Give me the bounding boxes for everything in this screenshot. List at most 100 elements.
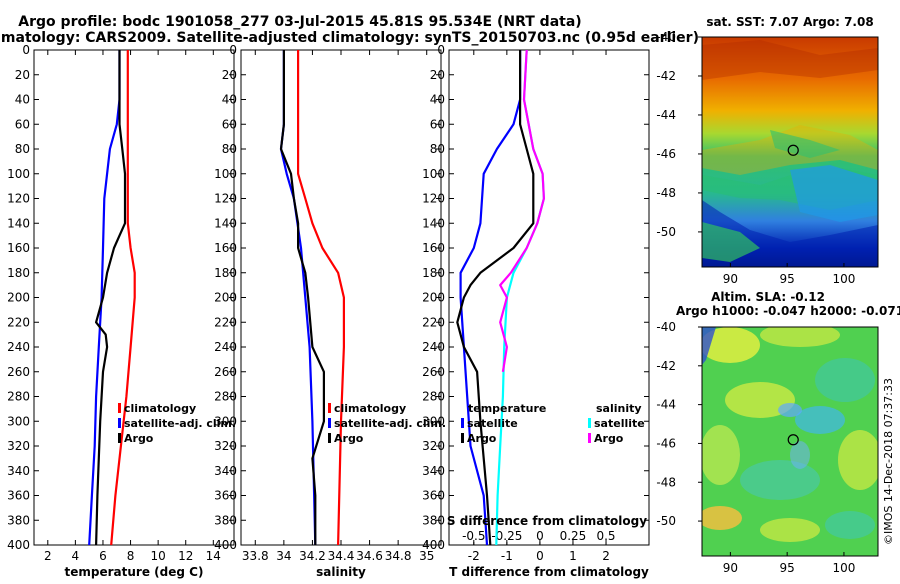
legend-swatch-temperature-satellite — [461, 418, 464, 428]
depth-tick-label: 240 — [214, 340, 237, 354]
salinity-depth-axis: 0 20 40 60 80 100 120 140 160 180 200 220 240 260 280 3… — [214, 43, 441, 552]
depth-tick-label: 340 — [7, 464, 30, 478]
depth-tick-label: 40 — [15, 93, 30, 107]
x-tick-label: 2 — [602, 549, 610, 563]
temperature-difference-axis-label: T difference from climatology — [449, 565, 649, 579]
temperature-panel: 0204060801001201401601802002202402602803… — [7, 43, 236, 579]
sst-argo-marker — [787, 144, 799, 156]
depth-tick-label: 20 — [222, 68, 237, 82]
lon-tick-label: 95 — [780, 561, 795, 575]
salinity-difference-axis: -0.5 -0.25 0 0.25 0.5 — [462, 529, 616, 545]
depth-tick-label: 400 — [422, 538, 445, 552]
depth-tick-label: 280 — [7, 390, 30, 404]
lon-tick-label: 100 — [832, 272, 855, 286]
sla-map-frame — [701, 326, 879, 557]
depth-tick-label: 200 — [214, 291, 237, 305]
x-tick-label: 6 — [99, 549, 107, 563]
depth-tick-label: 280 — [214, 390, 237, 404]
legend-swatch-salinity-argo — [588, 433, 591, 443]
depth-tick-label: 260 — [214, 365, 237, 379]
lat-tick-label: -44 — [656, 398, 676, 412]
depth-tick-label: 360 — [214, 489, 237, 503]
lon-tick-label: 90 — [723, 272, 738, 286]
x-tick-label: 10 — [150, 549, 165, 563]
salinity-x-axis: 33.8 34 34.2 34.4 34.6 34.8 35 — [242, 50, 434, 563]
depth-tick-label: 380 — [422, 513, 445, 527]
depth-tick-label: 380 — [214, 513, 237, 527]
temperature-profiles — [88, 50, 136, 546]
legend-title-salinity: salinity — [596, 402, 642, 415]
lat-tick-label: -50 — [656, 225, 676, 239]
depth-tick-label: 160 — [422, 241, 445, 255]
imos-timestamp: ©IMOS 14-Dec-2018 07:37:33 — [882, 378, 895, 545]
s-tick-label: -0.25 — [491, 529, 522, 543]
depth-tick-label: 60 — [430, 117, 445, 131]
difference-panel: 0204060801001201401601802002202402602803… — [422, 43, 650, 579]
series-line-climatology — [110, 50, 136, 546]
legend-swatch-satellite — [328, 418, 331, 428]
salinity-plot-frame — [240, 49, 442, 546]
x-tick-label: 34 — [276, 549, 291, 563]
temperature-legend: climatology satellite-adj. clim. Argo — [118, 402, 236, 445]
legend-title-temperature: temperature — [468, 402, 546, 415]
sst-map-lat-axis: -40 -42 -44 -46 -48 -50 — [656, 30, 702, 239]
legend-label-climatology: climatology — [334, 402, 406, 415]
difference-x-axis: -2 -1 0 1 2 — [468, 50, 610, 563]
depth-tick-label: 20 — [430, 68, 445, 82]
x-tick-label: 0 — [536, 549, 544, 563]
depth-tick-label: 220 — [422, 315, 445, 329]
depth-tick-label: 300 — [214, 414, 237, 428]
depth-tick-label: 140 — [7, 216, 30, 230]
title-line-2: Climatology: CARS2009. Satellite-adjuste… — [0, 30, 699, 46]
depth-tick-label: 180 — [214, 266, 237, 280]
depth-tick-label: 120 — [422, 192, 445, 206]
sla-map-panel: Altim. SLA: -0.12 Argo h1000: -0.047 h20… — [656, 290, 900, 575]
depth-tick-label: 160 — [214, 241, 237, 255]
difference-depth-axis: 0 20 40 60 80 100 120 140 160 180 200 220 240 260 280 3… — [422, 43, 649, 552]
title-line-1: Argo profile: bodc 1901058_277 03-Jul-20… — [18, 14, 581, 30]
depth-tick-label: 0 — [229, 43, 237, 57]
difference-legend: temperature satellite Argo salinity sate… — [461, 402, 645, 445]
lat-tick-label: -46 — [656, 436, 676, 450]
depth-tick-label: 340 — [214, 464, 237, 478]
lat-tick-label: -40 — [656, 30, 676, 44]
x-tick-label: 34.4 — [328, 549, 355, 563]
x-tick-label: 34.8 — [385, 549, 412, 563]
legend-swatch-argo — [118, 433, 121, 443]
lat-tick-label: -40 — [656, 320, 676, 334]
x-tick-label: 33.8 — [242, 549, 269, 563]
depth-tick-label: 140 — [214, 216, 237, 230]
temperature-axis-label: temperature (deg C) — [65, 565, 204, 579]
lat-tick-label: -46 — [656, 147, 676, 161]
depth-tick-label: 0 — [437, 43, 445, 57]
x-tick-label: -1 — [501, 549, 513, 563]
depth-tick-label: 200 — [422, 291, 445, 305]
series-line-argo — [279, 50, 325, 545]
depth-tick-label: 40 — [222, 93, 237, 107]
s-tick-label: 0.25 — [560, 529, 587, 543]
sla-argo-marker — [787, 434, 799, 446]
lon-tick-label: 95 — [780, 272, 795, 286]
sst-map-frame — [701, 36, 879, 268]
depth-tick-label: 320 — [214, 439, 237, 453]
legend-swatch-climatology — [328, 403, 331, 413]
depth-tick-label: 200 — [7, 291, 30, 305]
depth-tick-label: 220 — [7, 315, 30, 329]
legend-label-climatology: climatology — [124, 402, 196, 415]
depth-tick-label: 380 — [7, 513, 30, 527]
series-line-salinity-argo — [499, 49, 546, 372]
x-tick-label: 14 — [206, 549, 221, 563]
x-tick-label: 34.6 — [356, 549, 383, 563]
difference-plot-frame — [448, 49, 650, 546]
depth-tick-label: 340 — [422, 464, 445, 478]
series-line-climatology — [297, 50, 345, 546]
lat-tick-label: -48 — [656, 475, 676, 489]
depth-tick-label: 100 — [7, 167, 30, 181]
depth-tick-label: 220 — [214, 315, 237, 329]
legend-swatch-climatology — [118, 403, 121, 413]
x-tick-label: -2 — [468, 549, 480, 563]
legend-label-satellite: satellite-adj. clim. — [124, 417, 236, 430]
depth-tick-label: 260 — [422, 365, 445, 379]
depth-tick-label: 240 — [422, 340, 445, 354]
